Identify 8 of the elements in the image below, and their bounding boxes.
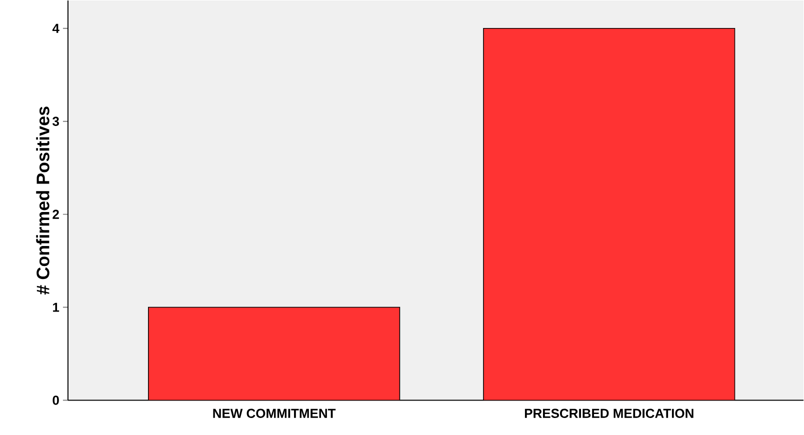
y-tick-label: 3 [52, 116, 59, 126]
y-tick-label: 0 [52, 396, 59, 405]
y-axis-title: # Confirmed Positives [36, 106, 50, 294]
x-tick-label: NEW COMMITMENT [213, 408, 336, 418]
y-tick-label: 2 [52, 210, 59, 219]
y-tick-label: 1 [53, 302, 60, 312]
y-tick-label: 4 [52, 24, 60, 33]
x-tick-label: PRESCRIBED MEDICATION [524, 408, 694, 418]
